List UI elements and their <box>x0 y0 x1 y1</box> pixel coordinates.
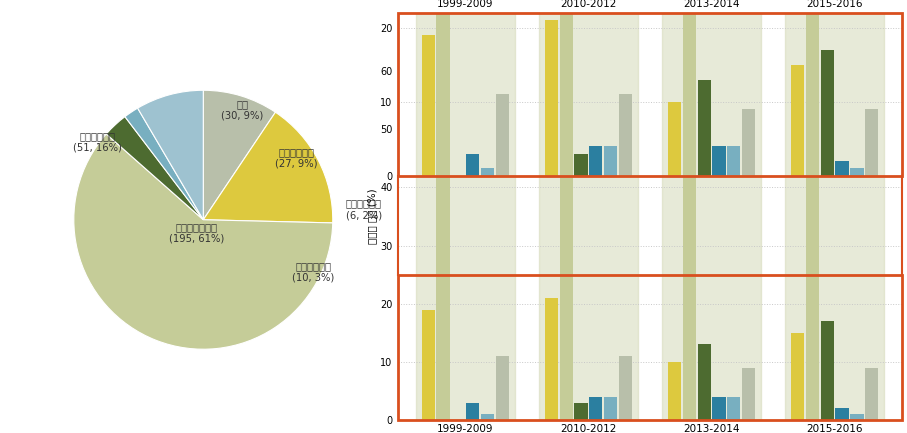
Bar <box>416 13 514 420</box>
Bar <box>574 403 588 420</box>
Text: 기질혈관분획
(27, 9%): 기질혈관분획 (27, 9%) <box>275 147 317 168</box>
Bar <box>850 168 863 176</box>
Bar <box>539 13 638 176</box>
Bar <box>495 356 509 420</box>
Bar <box>466 154 479 176</box>
Bar <box>590 146 602 176</box>
Wedge shape <box>73 134 333 349</box>
Bar <box>697 80 711 176</box>
Text: 조혈줄기세포
(51, 16%): 조혈줄기세포 (51, 16%) <box>73 131 122 153</box>
Bar <box>806 0 819 176</box>
Bar <box>539 13 638 420</box>
Bar <box>683 42 696 420</box>
Bar <box>662 13 761 176</box>
Bar <box>481 414 494 420</box>
Bar <box>481 168 494 176</box>
Bar <box>545 20 558 176</box>
Bar <box>727 146 740 176</box>
Text: 신경줄기세포
(10, 3%): 신경줄기세포 (10, 3%) <box>292 261 335 282</box>
Bar <box>683 0 696 176</box>
Bar <box>560 0 573 176</box>
Bar <box>791 333 805 420</box>
Bar <box>668 102 681 176</box>
Bar <box>742 368 756 420</box>
Bar <box>397 275 902 420</box>
Bar <box>604 146 618 176</box>
Wedge shape <box>203 112 333 223</box>
Bar <box>422 35 435 176</box>
Bar <box>835 408 849 420</box>
Bar <box>560 71 573 420</box>
Bar <box>742 109 756 176</box>
Bar <box>574 154 588 176</box>
Bar <box>436 42 450 420</box>
Bar <box>668 362 681 420</box>
Text: 배아줄기세포
(6, 2%): 배아줄기세포 (6, 2%) <box>346 199 382 220</box>
Bar <box>865 109 878 176</box>
Wedge shape <box>106 116 203 220</box>
Bar <box>495 94 509 176</box>
Text: 중간엽줄기세포
(195, 61%): 중간엽줄기세포 (195, 61%) <box>170 222 224 243</box>
Bar <box>416 13 514 176</box>
Bar <box>590 397 602 420</box>
Bar <box>785 13 884 176</box>
Bar <box>436 0 450 176</box>
Wedge shape <box>125 108 203 220</box>
Bar <box>850 414 863 420</box>
Bar <box>545 298 558 420</box>
Bar <box>806 94 819 420</box>
Bar <box>712 397 726 420</box>
Bar <box>821 50 834 176</box>
Bar <box>727 397 740 420</box>
Bar <box>619 94 632 176</box>
Bar <box>697 344 711 420</box>
Bar <box>821 321 834 420</box>
Bar <box>604 397 618 420</box>
Y-axis label: 기간별 비율 (%): 기간별 비율 (%) <box>367 189 377 244</box>
Wedge shape <box>138 90 203 220</box>
Bar <box>835 161 849 176</box>
Bar <box>397 13 902 176</box>
Bar <box>712 146 726 176</box>
Bar <box>865 368 878 420</box>
Bar <box>791 65 805 176</box>
Bar <box>619 356 632 420</box>
Bar <box>662 13 761 420</box>
Bar <box>785 13 884 420</box>
Bar <box>466 403 479 420</box>
Wedge shape <box>203 90 276 220</box>
Text: 기타
(30, 9%): 기타 (30, 9%) <box>221 99 263 120</box>
Bar <box>422 310 435 420</box>
